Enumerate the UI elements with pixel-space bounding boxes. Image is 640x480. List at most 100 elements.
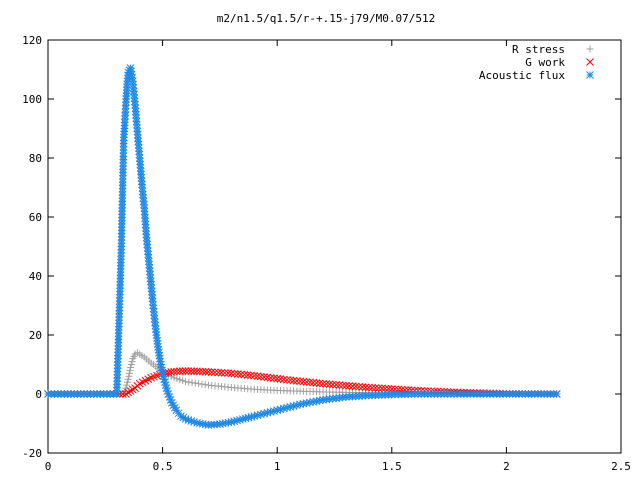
data-point bbox=[190, 367, 198, 376]
data-point bbox=[270, 374, 278, 383]
data-point bbox=[292, 377, 301, 385]
data-point bbox=[329, 380, 337, 389]
y-tick-label: -20 bbox=[22, 447, 42, 460]
data-point bbox=[173, 375, 181, 383]
data-point bbox=[127, 363, 135, 371]
y-tick-label: 60 bbox=[29, 211, 42, 224]
data-point bbox=[243, 371, 252, 379]
data-point bbox=[176, 376, 184, 384]
data-point bbox=[122, 390, 130, 398]
y-tick-label: 80 bbox=[29, 152, 42, 165]
data-point bbox=[128, 385, 137, 394]
data-point bbox=[263, 373, 272, 382]
data-point bbox=[204, 368, 213, 376]
y-tick-label: 0 bbox=[35, 388, 42, 401]
data-point bbox=[240, 370, 249, 379]
data-point bbox=[193, 367, 201, 376]
data-point bbox=[368, 383, 377, 392]
data-point bbox=[217, 368, 226, 377]
data-point bbox=[195, 367, 204, 376]
y-axis: -20 0 20 40 60 80 100 120 bbox=[22, 34, 621, 460]
y-tick-label: 120 bbox=[22, 34, 42, 47]
data-point bbox=[188, 379, 196, 387]
data-point bbox=[159, 372, 168, 381]
data-point bbox=[124, 388, 133, 397]
data-point bbox=[207, 368, 216, 376]
legend-marker bbox=[586, 58, 594, 66]
data-point bbox=[195, 380, 203, 388]
data-point bbox=[256, 372, 265, 381]
data-point bbox=[170, 367, 178, 376]
data-point bbox=[211, 368, 219, 377]
x-tick-label: 0 bbox=[45, 460, 52, 473]
data-point bbox=[342, 381, 350, 390]
data-point bbox=[345, 382, 354, 390]
data-point bbox=[266, 373, 275, 382]
data-point bbox=[191, 379, 199, 387]
data-point bbox=[306, 378, 314, 387]
data-point bbox=[125, 369, 133, 377]
data-point bbox=[253, 372, 262, 380]
data-point bbox=[315, 379, 324, 388]
legend-label: Acoustic flux bbox=[479, 69, 565, 82]
legend-marker bbox=[586, 71, 594, 79]
series-acoustic-flux bbox=[44, 64, 561, 429]
data-point bbox=[279, 375, 288, 384]
data-point bbox=[351, 382, 360, 391]
data-point bbox=[237, 370, 246, 379]
legend-marker bbox=[586, 45, 594, 53]
data-point bbox=[273, 374, 282, 383]
data-point bbox=[169, 401, 178, 410]
data-point bbox=[260, 373, 268, 381]
data-point bbox=[358, 383, 367, 391]
data-point bbox=[201, 381, 209, 389]
data-point bbox=[348, 382, 357, 390]
data-point bbox=[234, 370, 242, 378]
x-tick-label: 2 bbox=[503, 460, 510, 473]
x-axis: 0 0.5 1 1.5 2 2.5 bbox=[45, 40, 631, 473]
data-point bbox=[181, 367, 190, 375]
data-point bbox=[322, 380, 331, 388]
data-point bbox=[387, 385, 396, 393]
legend-label: G work bbox=[525, 56, 565, 69]
legend-label: R stress bbox=[512, 43, 565, 56]
data-point bbox=[173, 367, 181, 376]
data-point bbox=[124, 375, 132, 383]
data-point bbox=[198, 367, 207, 376]
data-point bbox=[302, 378, 311, 386]
data-point bbox=[201, 367, 210, 376]
data-point bbox=[126, 366, 134, 374]
data-point bbox=[289, 376, 298, 385]
data-point bbox=[175, 367, 184, 376]
data-point bbox=[244, 413, 253, 422]
data-point bbox=[178, 367, 187, 375]
x-tick-label: 0.5 bbox=[153, 460, 173, 473]
data-points bbox=[44, 64, 561, 429]
data-point bbox=[276, 375, 285, 383]
data-point bbox=[220, 369, 229, 377]
x-tick-label: 2.5 bbox=[611, 460, 631, 473]
data-point bbox=[126, 387, 135, 395]
data-point bbox=[119, 390, 127, 398]
data-point bbox=[299, 377, 308, 386]
data-point bbox=[123, 381, 131, 389]
data-point bbox=[247, 371, 255, 380]
data-point bbox=[296, 377, 304, 386]
data-point bbox=[374, 384, 383, 392]
data-point bbox=[187, 367, 196, 375]
data-point bbox=[250, 371, 259, 380]
data-point bbox=[338, 381, 347, 390]
data-point bbox=[128, 358, 136, 366]
data-point bbox=[361, 383, 370, 392]
data-point bbox=[552, 390, 561, 398]
y-tick-label: 40 bbox=[29, 270, 42, 283]
data-point bbox=[125, 372, 133, 380]
data-point bbox=[371, 384, 380, 392]
data-point bbox=[230, 369, 239, 378]
data-point bbox=[123, 378, 131, 386]
data-point bbox=[214, 368, 223, 377]
data-point bbox=[179, 377, 187, 385]
y-tick-label: 100 bbox=[22, 93, 42, 106]
data-point bbox=[126, 64, 135, 72]
